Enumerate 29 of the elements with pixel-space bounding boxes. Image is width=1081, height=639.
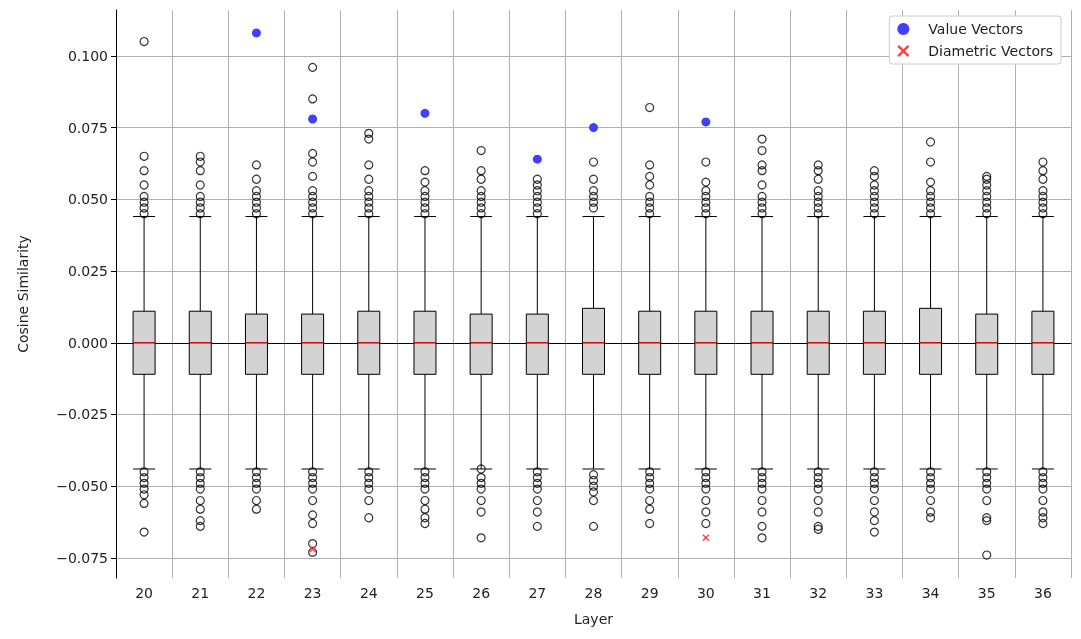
y-tick-label: −0.075 (56, 549, 108, 566)
y-axis-title: Cosine Similarity (15, 235, 31, 353)
x-tick-label: 20 (135, 585, 153, 601)
x-tick-label: 25 (416, 585, 434, 601)
x-tick-label: 26 (472, 585, 491, 601)
x-tick-label: 34 (921, 585, 940, 601)
y-tick-label: −0.050 (56, 478, 108, 495)
x-tick-label: 33 (865, 585, 884, 601)
x-tick-label: 22 (247, 585, 266, 601)
x-tick-label: 28 (584, 585, 603, 601)
x-tick-label: 31 (753, 585, 771, 601)
x-tick-label: 23 (303, 585, 322, 601)
x-tick-label: 32 (809, 585, 828, 601)
y-tick-label: 0.050 (67, 191, 108, 208)
x-tick-label: 36 (1034, 585, 1052, 601)
legend-label: Diametric Vectors (928, 43, 1053, 59)
y-tick-label: 0.100 (67, 47, 108, 64)
x-tick-label: 21 (191, 585, 210, 601)
legend-label: Value Vectors (928, 21, 1024, 37)
x-tick-label: 30 (696, 585, 715, 601)
x-axis-title: Layer (573, 611, 614, 627)
x-tick-label: 29 (640, 585, 659, 601)
y-tick-label: 0.000 (67, 334, 108, 351)
y-tick-label: 0.025 (67, 263, 108, 280)
x-tick-label: 35 (977, 585, 996, 601)
x-tick-label: 27 (528, 585, 547, 601)
y-tick-label: 0.075 (67, 119, 108, 136)
x-tick-label: 24 (359, 585, 378, 601)
y-tick-label: −0.025 (56, 406, 108, 423)
